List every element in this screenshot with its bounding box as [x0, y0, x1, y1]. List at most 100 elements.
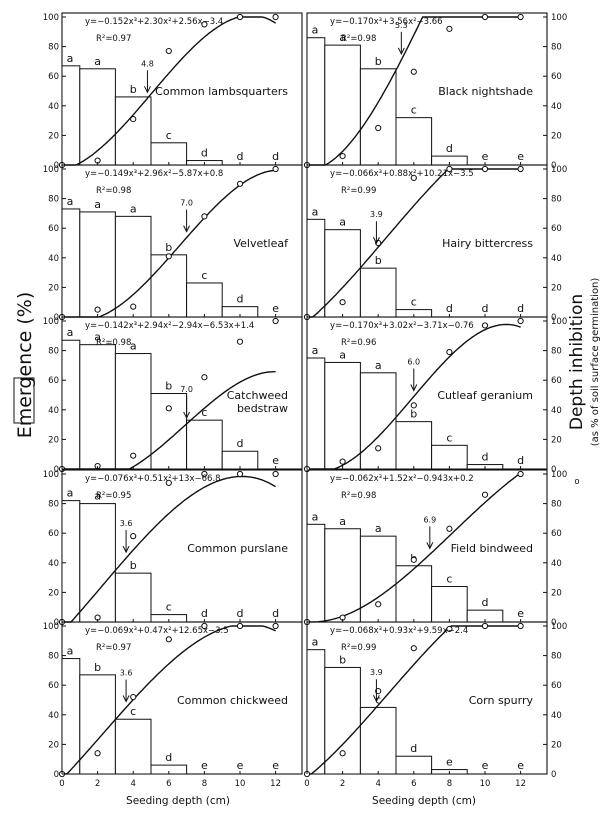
significance-letter: d	[237, 607, 244, 620]
depth-inhibition-point	[517, 622, 524, 630]
y-tick-label: 100	[551, 317, 567, 327]
significance-letter: b	[375, 254, 382, 267]
panel-hairy-bittercress: a a b c d d d 3.9 y=−0.066x³+0.88x²+10.21x−3.5 R²…	[303, 164, 567, 323]
depth-inhibition-point	[481, 491, 489, 498]
significance-letter: a	[94, 198, 101, 211]
depth-inhibition-point	[201, 470, 208, 478]
emergence-bar	[359, 68, 397, 166]
significance-letter: a	[130, 202, 137, 215]
species-label: Corn spurry	[469, 694, 534, 707]
emergence-bar	[359, 267, 397, 318]
depth-inhibition-point	[165, 47, 172, 55]
emergence-bar	[79, 503, 116, 623]
emergence-bar	[306, 218, 326, 318]
significance-letter: d	[272, 150, 279, 163]
depth-inhibition-point	[375, 601, 382, 608]
regression-equation: y=−0.068x³+0.93x²+9.59x−2.4	[330, 626, 468, 636]
depth-50-label: 4.8	[141, 59, 154, 68]
y-tick-label: 0	[54, 161, 59, 171]
y-tick-label: 80	[48, 43, 59, 53]
y-tick-label: 20	[551, 588, 562, 598]
y-tick-label: 0	[54, 618, 59, 628]
significance-letter: d	[517, 454, 524, 467]
regression-equation: y=−0.149x³+2.96x²−5.87x+0.8	[85, 169, 223, 179]
significance-letter: d	[410, 742, 417, 755]
significance-letter: a	[339, 31, 346, 44]
depth-inhibition-point	[201, 213, 208, 220]
y-tick-label: 20	[551, 435, 562, 445]
significance-letter: a	[130, 340, 137, 353]
panel-common-lambsquarters: a a b c d d d 4.8 y=−0.152x³+2.30x²+2.56x−3.4 R²=…	[43, 12, 303, 171]
significance-letter: a	[312, 344, 319, 357]
significance-letter: b	[130, 559, 137, 572]
regression-equation: y=−0.066x³+0.88x²+10.21x−3.5	[330, 169, 474, 179]
depth-50-label: 3.9	[370, 668, 383, 677]
significance-letter: d	[201, 607, 208, 620]
y-tick-label: 20	[551, 131, 562, 141]
significance-letter: d	[201, 147, 208, 160]
y-tick-label: 20	[48, 435, 59, 445]
significance-letter: b	[94, 661, 101, 674]
y-tick-label: 60	[551, 376, 562, 386]
x-axis-title-left: Seeding depth (cm)	[126, 795, 230, 807]
regression-equation: y=−0.069x³+0.47x²+12.65x−3.5	[85, 626, 229, 636]
depth-arrow-head	[143, 86, 151, 94]
significance-letter: d	[237, 150, 244, 163]
y-tick-label: 0	[551, 465, 556, 475]
depth-inhibition-point	[410, 556, 417, 563]
depth-inhibition-point	[481, 622, 489, 630]
y-tick-label: 60	[48, 376, 59, 386]
x-tick-label: 4	[375, 779, 380, 789]
depth-inhibition-point	[272, 470, 279, 478]
depth-inhibition-point	[130, 116, 137, 123]
depth-inhibition-point	[272, 13, 279, 21]
x-tick-label: 10	[480, 779, 491, 789]
species-label: Common chickweed	[177, 694, 288, 707]
significance-letter: e	[272, 759, 279, 772]
significance-letter: c	[411, 104, 417, 117]
depth-arrow-head	[122, 545, 130, 554]
y-tick-label: 20	[551, 740, 562, 750]
panel-common-chickweed: a b c d e e e 3.6 y=−0.069x³+0.47x²+12.65x−3.5 R²…	[43, 621, 303, 789]
y-tick-label: 0	[551, 770, 556, 780]
depth-inhibition-point	[481, 322, 489, 329]
regression-equation: y=−0.062x³+1.52x²−0.943x+0.2	[330, 474, 474, 484]
panel-velvetleaf: a a a b c d e 7.0 y=−0.149x³+2.96x²−5.87x+0.8 R²=…	[43, 164, 303, 323]
significance-letter: a	[94, 55, 101, 68]
emergence-bar	[395, 565, 433, 623]
depth-inhibition-point	[165, 405, 172, 412]
emergence-bar	[395, 117, 433, 166]
significance-letter: a	[67, 52, 74, 65]
significance-letter: a	[339, 515, 346, 528]
significance-letter: e	[237, 759, 244, 772]
x-tick-label: 12	[515, 779, 526, 789]
emergence-bar	[324, 666, 361, 775]
significance-letter: c	[166, 129, 172, 142]
x-tick-label: 0	[59, 779, 64, 789]
significance-letter: c	[446, 572, 452, 585]
panel-catchweed-bedstraw: a a a b c d e 7.0 y=−0.142x³+2.94x²−2.94x−6.53x+…	[43, 316, 303, 475]
y-tick-label: 20	[48, 283, 59, 293]
depth-50-label: 6.0	[407, 358, 420, 367]
emergence-bar	[431, 585, 468, 623]
significance-letter: c	[411, 296, 417, 309]
depth-inhibition-point	[236, 622, 244, 630]
emergence-bar	[306, 37, 326, 166]
significance-letter: a	[339, 348, 346, 361]
significance-letter: b	[410, 408, 417, 421]
y-tick-label: 0	[54, 465, 59, 475]
significance-letter: e	[272, 302, 279, 315]
x-tick-label: 2	[95, 779, 100, 789]
y-tick-label: 100	[551, 13, 567, 23]
y-tick-label: 40	[551, 559, 562, 569]
emergence-bar	[114, 718, 152, 775]
x-tick-label: 8	[447, 779, 452, 789]
significance-letter: c	[375, 693, 381, 706]
regression-equation: y=−0.142x³+2.94x²−2.94x−6.53x+1.4	[85, 321, 254, 331]
emergence-bar	[61, 339, 81, 470]
y-tick-label: 100	[43, 470, 59, 480]
r-squared: R²=0.95	[96, 491, 131, 501]
y-tick-label: 20	[551, 283, 562, 293]
emergence-bar	[306, 649, 326, 775]
regression-equation: y=−0.170x³+3.56x²−3.66	[330, 17, 443, 27]
